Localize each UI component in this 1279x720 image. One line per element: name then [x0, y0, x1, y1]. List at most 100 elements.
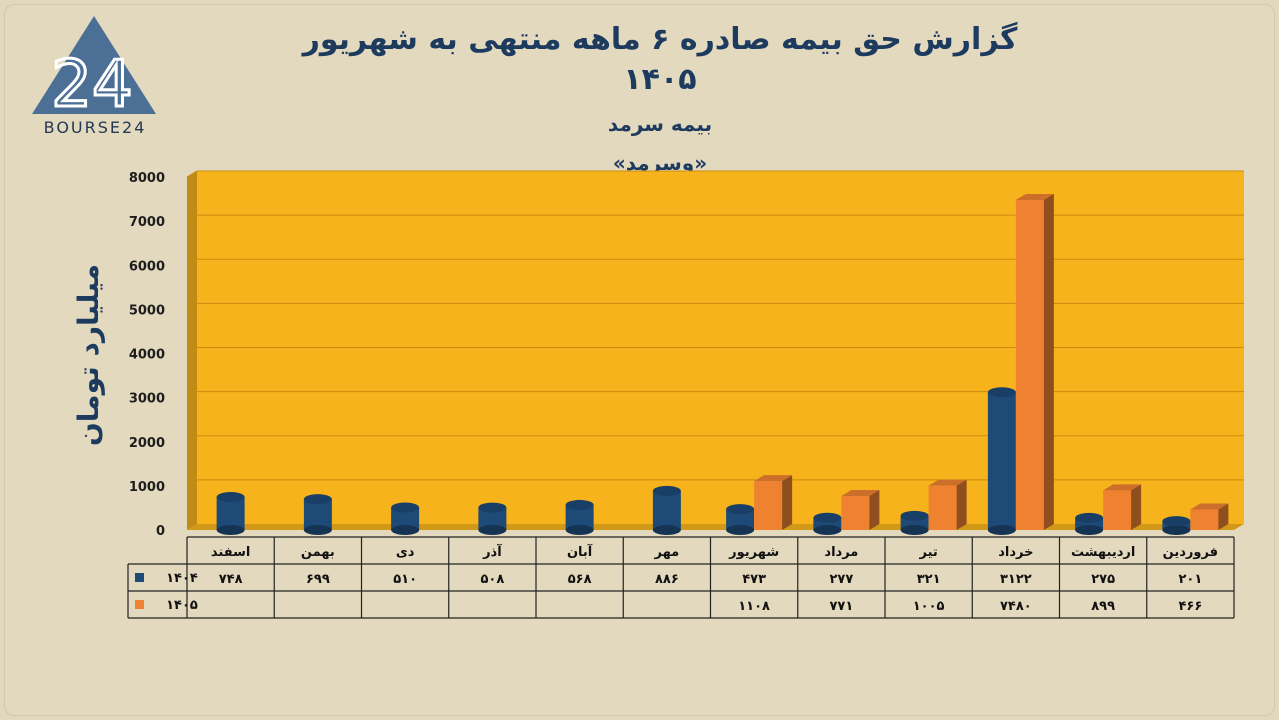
bar-side	[1131, 484, 1142, 530]
chart-title: گزارش حق بیمه صادره ۶ ماهه منتهی به شهری…	[302, 22, 1018, 97]
bar-1404	[652, 485, 681, 535]
bar-top	[303, 494, 332, 505]
bar-base	[303, 525, 332, 535]
bar-1404	[303, 494, 332, 535]
data-label-1404: ۵۱۰	[393, 572, 417, 587]
y-tick-label: 1000	[129, 480, 165, 495]
x-tick-label: خرداد	[998, 545, 1033, 560]
x-tick-label: شهریور	[728, 545, 779, 560]
bar-1405	[841, 489, 880, 530]
bar-1404	[813, 512, 842, 535]
data-label-1405: ۱۰۰۵	[913, 599, 945, 614]
bar-top	[478, 502, 507, 513]
gridline	[186, 347, 1244, 354]
gridline	[186, 214, 1244, 222]
bar-top	[1015, 193, 1054, 200]
logo-mark: 24	[32, 16, 156, 124]
bar-1405	[1190, 503, 1229, 530]
x-tick-label: مرداد	[824, 545, 858, 560]
data-label-1404: ۲۷۵	[1091, 572, 1115, 587]
bar-body	[987, 392, 1016, 530]
data-label-1404: ۸۸۶	[655, 572, 679, 587]
bar-base	[987, 525, 1016, 535]
bar-top	[1190, 503, 1229, 510]
y-tick-label: 0	[156, 524, 165, 539]
bar-face	[1103, 490, 1132, 530]
bar-side	[782, 475, 793, 530]
bar-1404	[987, 387, 1016, 535]
data-label-1404: ۲۷۷	[829, 572, 853, 587]
y-tick-label: 5000	[129, 303, 165, 318]
bar-1404	[478, 502, 507, 535]
bar-1404	[1075, 512, 1104, 535]
data-label-1405: ۸۹۹	[1091, 599, 1115, 614]
x-tick-label: دی	[396, 545, 415, 560]
legend-label: ۱۴۰۵	[166, 598, 198, 613]
bar-top	[391, 502, 420, 513]
gridline	[186, 435, 1244, 443]
bar-side	[1043, 193, 1054, 530]
gridline	[186, 258, 1244, 266]
bar-base	[900, 525, 929, 535]
bar-top	[216, 491, 245, 502]
data-label-1405: ۷۴۸۰	[1000, 599, 1032, 614]
data-label-1404: ۳۲۱	[917, 572, 941, 587]
data-label-1405: ۱۱۰۸	[738, 599, 770, 614]
x-tick-label: تیر	[918, 545, 937, 560]
bar-face	[1190, 509, 1219, 530]
bar-body	[391, 507, 420, 530]
data-label-1405: ۷۷۱	[829, 599, 853, 614]
bar-side	[869, 489, 880, 530]
legend-swatch	[135, 573, 144, 582]
data-label-1404: ۶۹۹	[306, 572, 330, 587]
gridline	[186, 479, 1244, 487]
x-tick-label: اردیبهشت	[1071, 545, 1135, 560]
bar-base	[1162, 525, 1191, 535]
bar-base	[216, 525, 245, 535]
bar-body	[652, 490, 681, 530]
y-tick-label: 6000	[129, 259, 165, 274]
bar-face	[754, 481, 783, 530]
bar-top	[813, 512, 842, 523]
bar-body	[216, 496, 245, 530]
bar-1405	[754, 475, 793, 530]
bar-body	[726, 509, 755, 530]
bar-top	[1103, 484, 1142, 491]
bar-body	[478, 507, 507, 530]
bar-base	[1075, 525, 1104, 535]
bar-1404	[900, 510, 929, 535]
bar-base	[391, 525, 420, 535]
bar-1405	[1103, 484, 1142, 530]
gridline	[186, 302, 1244, 310]
y-tick-label: 8000	[129, 171, 165, 186]
bar-top	[987, 387, 1016, 398]
logo-text: BOURSE24	[43, 118, 147, 137]
bar-top	[900, 510, 929, 521]
bar-1405	[928, 479, 967, 530]
bar-base	[652, 525, 681, 535]
x-tick-label: اسفند	[211, 545, 250, 560]
bar-face	[928, 485, 957, 530]
bar-base	[478, 525, 507, 535]
bar-top	[726, 504, 755, 515]
data-label-1404: ۴۷۳	[742, 572, 766, 587]
bar-1404	[216, 491, 245, 535]
y-tick-label: 2000	[129, 436, 165, 451]
data-label-1404: ۳۱۲۲	[1000, 572, 1032, 587]
bar-base	[813, 525, 842, 535]
x-tick-label: آبان	[567, 543, 593, 560]
plot-floor	[187, 524, 1244, 530]
bar-face	[1015, 199, 1044, 530]
bar-top	[1162, 516, 1191, 527]
data-label-1405: ۴۶۶	[1178, 599, 1202, 614]
data-label-1404: ۵۶۸	[568, 572, 592, 587]
gridline	[186, 170, 1244, 178]
bar-top	[565, 499, 594, 510]
data-label-1404: ۷۴۸	[219, 572, 243, 587]
legend-swatch	[135, 600, 144, 609]
gridline	[186, 391, 1244, 399]
x-tick-label: فروردین	[1163, 545, 1218, 560]
company-name: بیمه سرمد	[607, 112, 713, 136]
data-label-1404: ۲۰۱	[1178, 572, 1202, 587]
